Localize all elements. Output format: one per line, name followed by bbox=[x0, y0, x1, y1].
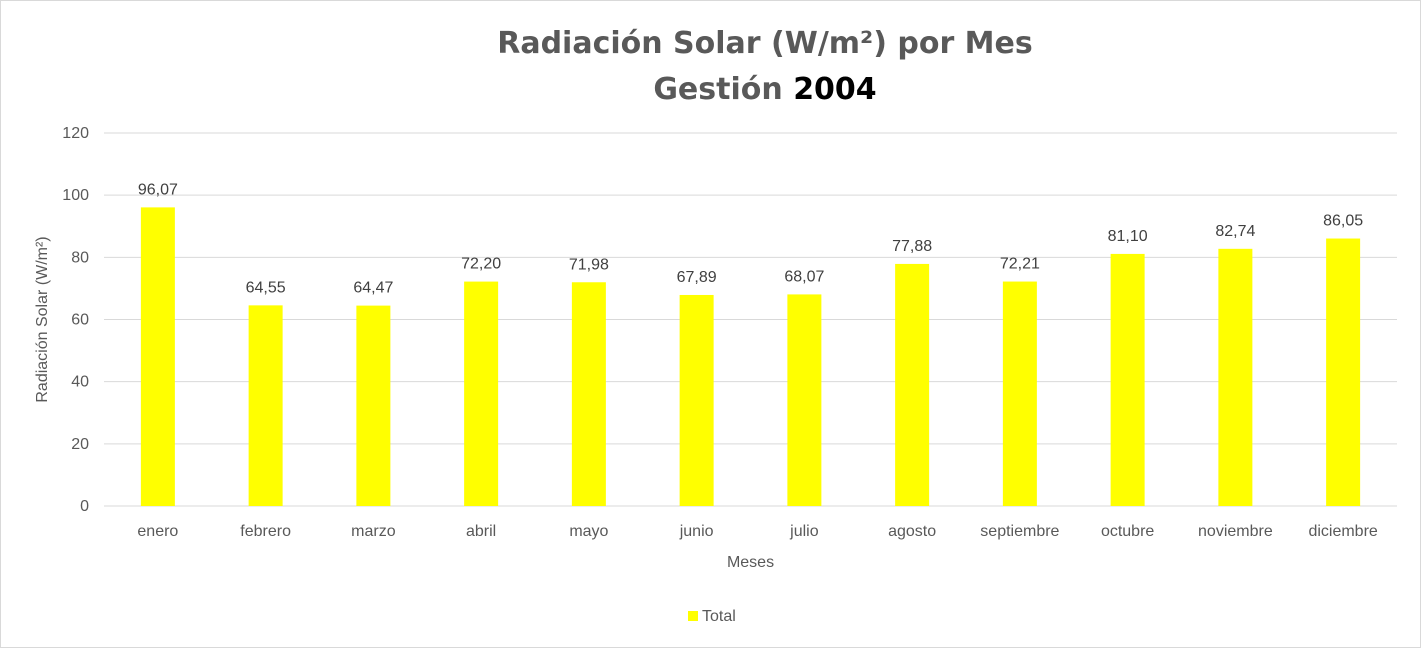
bar-diciembre bbox=[1326, 238, 1361, 506]
bar-agosto bbox=[895, 263, 930, 506]
chart-title: Radiación Solar (W/m²) por Mes bbox=[0, 26, 1421, 61]
bar-mayo bbox=[571, 282, 606, 506]
y-axis-title: Radiación Solar (W/m²) bbox=[34, 236, 51, 402]
x-tick-label-noviembre: noviembre bbox=[1198, 523, 1273, 540]
y-tick-label: 60 bbox=[71, 312, 89, 329]
bars bbox=[140, 207, 1361, 506]
bar-marzo bbox=[356, 305, 391, 506]
x-tick-label-enero: enero bbox=[137, 523, 178, 540]
x-axis-ticks: enero febrero marzo abril mayo junio julio agos… bbox=[137, 523, 1377, 540]
data-label-febrero: 64,55 bbox=[246, 279, 286, 296]
x-tick-label-abril: abril bbox=[466, 523, 496, 540]
legend: Total bbox=[688, 608, 736, 625]
data-label-mayo: 71,98 bbox=[569, 256, 609, 273]
chart-subtitle-year: 2004 bbox=[793, 72, 877, 107]
x-tick-label-julio: julio bbox=[789, 523, 819, 540]
data-label-noviembre: 82,74 bbox=[1215, 223, 1255, 240]
x-tick-label-agosto: agosto bbox=[888, 523, 936, 540]
data-label-marzo: 64,47 bbox=[353, 280, 393, 297]
y-tick-label: 80 bbox=[71, 249, 89, 266]
x-tick-label-mayo: mayo bbox=[569, 523, 608, 540]
x-tick-label-junio: junio bbox=[679, 523, 714, 540]
bar-noviembre bbox=[1218, 248, 1253, 506]
data-labels: 96,07 64,55 64,47 72,20 71,98 67,89 68,07 77,88… bbox=[138, 181, 1363, 296]
bar-abril bbox=[464, 281, 499, 506]
data-label-julio: 68,07 bbox=[784, 268, 824, 285]
y-tick-label: 100 bbox=[62, 187, 89, 204]
chart-subtitle: Gestión 2004 bbox=[0, 72, 1421, 107]
data-label-abril: 72,20 bbox=[461, 256, 501, 273]
x-tick-label-septiembre: septiembre bbox=[980, 523, 1059, 540]
data-label-septiembre: 72,21 bbox=[1000, 256, 1040, 273]
x-tick-label-febrero: febrero bbox=[240, 523, 291, 540]
x-axis-title: Meses bbox=[727, 554, 774, 571]
y-tick-label: 0 bbox=[80, 498, 89, 515]
data-label-enero: 96,07 bbox=[138, 181, 178, 198]
y-tick-label: 40 bbox=[71, 374, 89, 391]
gridlines bbox=[104, 132, 1397, 507]
bar-septiembre bbox=[1002, 281, 1037, 506]
x-tick-label-octubre: octubre bbox=[1101, 523, 1154, 540]
x-tick-label-marzo: marzo bbox=[351, 523, 396, 540]
y-tick-label: 20 bbox=[71, 436, 89, 453]
y-axis-ticks: 0 20 40 60 80 100 120 bbox=[62, 125, 89, 515]
bar-octubre bbox=[1110, 253, 1145, 506]
bar-junio bbox=[679, 294, 714, 506]
data-label-octubre: 81,10 bbox=[1108, 228, 1148, 245]
bar-febrero bbox=[248, 305, 283, 506]
x-tick-label-diciembre: diciembre bbox=[1308, 523, 1377, 540]
y-tick-label: 120 bbox=[62, 125, 89, 142]
legend-label-total: Total bbox=[702, 608, 736, 625]
data-label-junio: 67,89 bbox=[677, 269, 717, 286]
bar-julio bbox=[787, 294, 822, 506]
data-label-agosto: 77,88 bbox=[892, 238, 932, 255]
chart-subtitle-prefix: Gestión bbox=[653, 72, 783, 107]
data-label-diciembre: 86,05 bbox=[1323, 213, 1363, 230]
legend-swatch-total bbox=[688, 611, 698, 621]
bar-enero bbox=[140, 207, 175, 506]
chart-title-text: Radiación Solar (W/m²) por Mes bbox=[497, 26, 1033, 61]
